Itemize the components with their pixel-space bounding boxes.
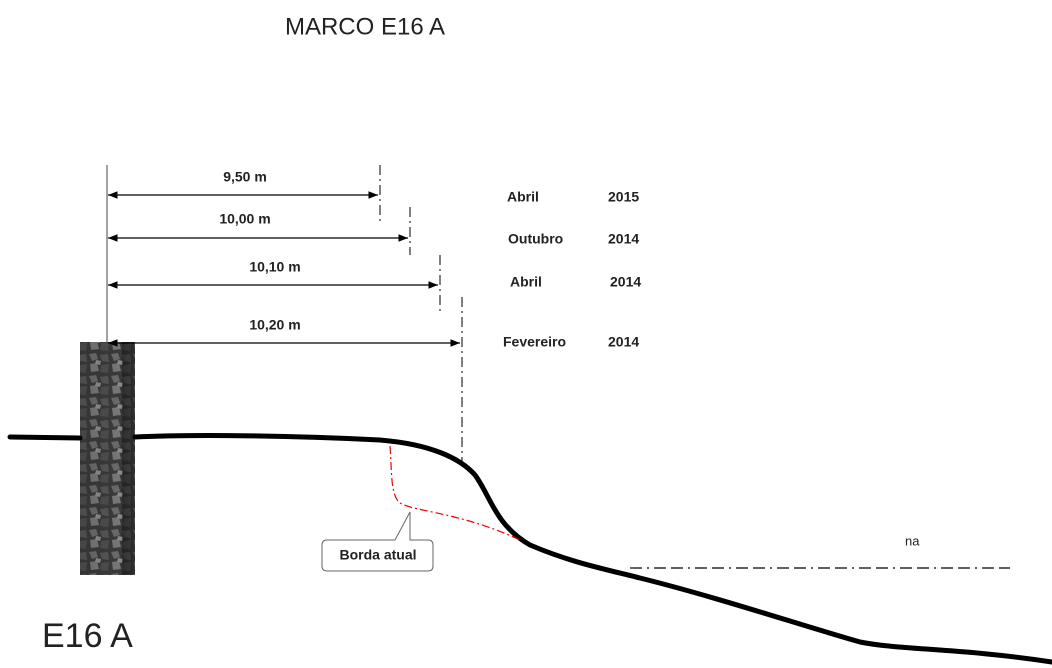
callout-box xyxy=(321,511,434,572)
marker-label: E16 A xyxy=(42,617,133,655)
distance-label: 10,00 m xyxy=(219,211,270,227)
year-label: 2014 xyxy=(608,231,639,247)
water-label: na xyxy=(905,533,920,548)
distance-label: 10,20 m xyxy=(249,317,300,333)
month-label: Abril xyxy=(507,189,539,205)
year-label: 2014 xyxy=(608,334,639,350)
ground-profile xyxy=(7,433,1052,665)
distance-label: 10,10 m xyxy=(249,259,300,275)
month-label: Abril xyxy=(510,274,542,290)
current-edge xyxy=(389,445,521,541)
callout-label: Borda atual xyxy=(339,547,416,563)
year-label: 2014 xyxy=(610,274,641,290)
distance-label: 9,50 m xyxy=(223,169,267,185)
year-label: 2015 xyxy=(608,189,639,205)
month-label: Outubro xyxy=(508,231,563,247)
month-label: Fevereiro xyxy=(503,334,566,350)
title: MARCO E16 A xyxy=(285,13,445,40)
pillar-shade xyxy=(80,342,135,575)
